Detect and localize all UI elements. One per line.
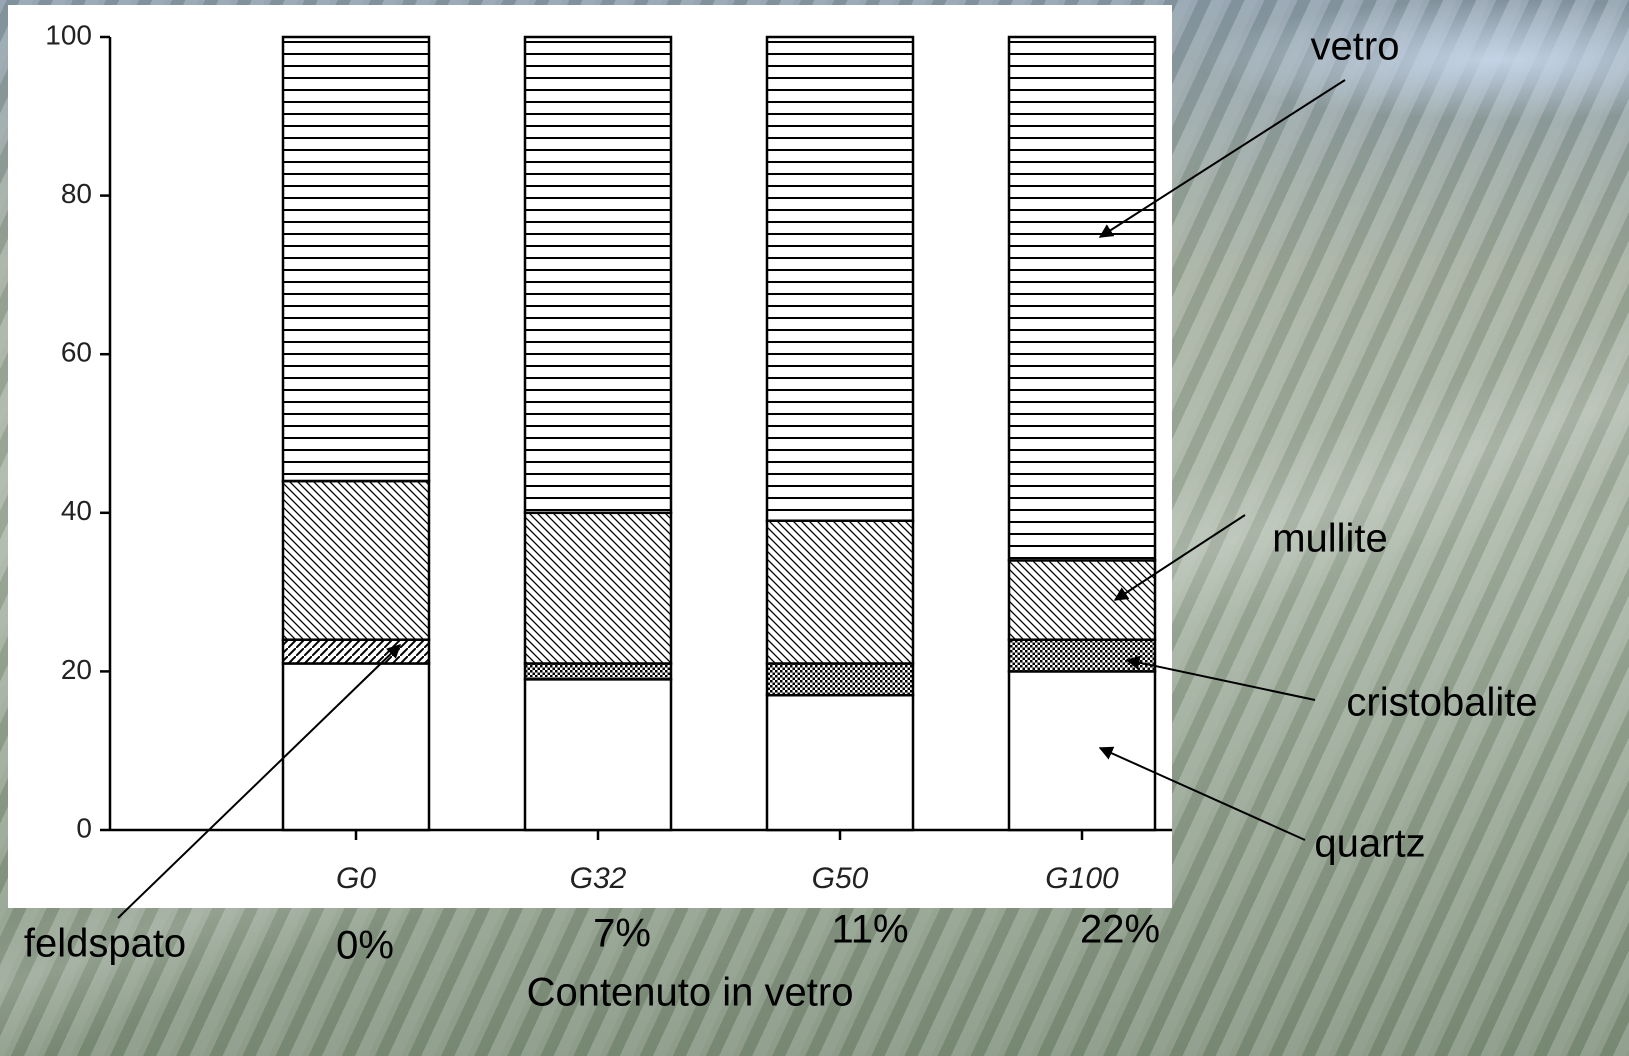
x-tick-label: G0	[336, 862, 376, 895]
category-sublabel: 7%	[593, 912, 651, 956]
bar-segment	[767, 663, 913, 695]
bar-segment	[1009, 37, 1155, 560]
bar-segment	[525, 679, 671, 830]
bar-segment	[1009, 671, 1155, 830]
y-tick-label: 80	[61, 178, 92, 209]
category-sublabel: 11%	[831, 908, 908, 952]
bar-segment	[1009, 560, 1155, 639]
x-tick-label: G100	[1045, 862, 1119, 895]
category-sublabel: 22%	[1080, 908, 1160, 952]
x-tick-label: G32	[570, 862, 627, 895]
x-tick-label: G50	[812, 862, 869, 895]
legend-label: quartz	[1314, 822, 1425, 866]
x-axis-label: Contenuto in vetro	[527, 971, 854, 1015]
y-tick-label: 0	[76, 812, 92, 843]
y-tick-label: 20	[61, 654, 92, 685]
chart: Contenuto in vetro 0 20 40 60 80 100 G0 G32 G50 G…	[0, 0, 1629, 1056]
bar-segment	[283, 37, 429, 481]
legend-label: vetro	[1311, 25, 1400, 69]
bar-segment	[525, 663, 671, 679]
bar-segment	[767, 37, 913, 521]
legend-label: feldspato	[24, 922, 186, 966]
bar-segment	[1009, 640, 1155, 672]
legend-label: cristobalite	[1346, 681, 1537, 725]
legend-label: mullite	[1272, 517, 1388, 561]
page: Contenuto in vetro 0 20 40 60 80 100 G0 G32 G50 G…	[0, 0, 1629, 1056]
bar-segment	[283, 640, 429, 664]
bar-segment	[767, 695, 913, 830]
category-sublabel: 0%	[336, 924, 394, 968]
bar-segment	[767, 521, 913, 664]
y-tick-label: 60	[61, 337, 92, 368]
y-tick-label: 100	[45, 19, 92, 50]
bar-segment	[283, 481, 429, 640]
bar-segment	[525, 37, 671, 513]
y-tick-label: 40	[61, 495, 92, 526]
bar-segment	[525, 513, 671, 664]
